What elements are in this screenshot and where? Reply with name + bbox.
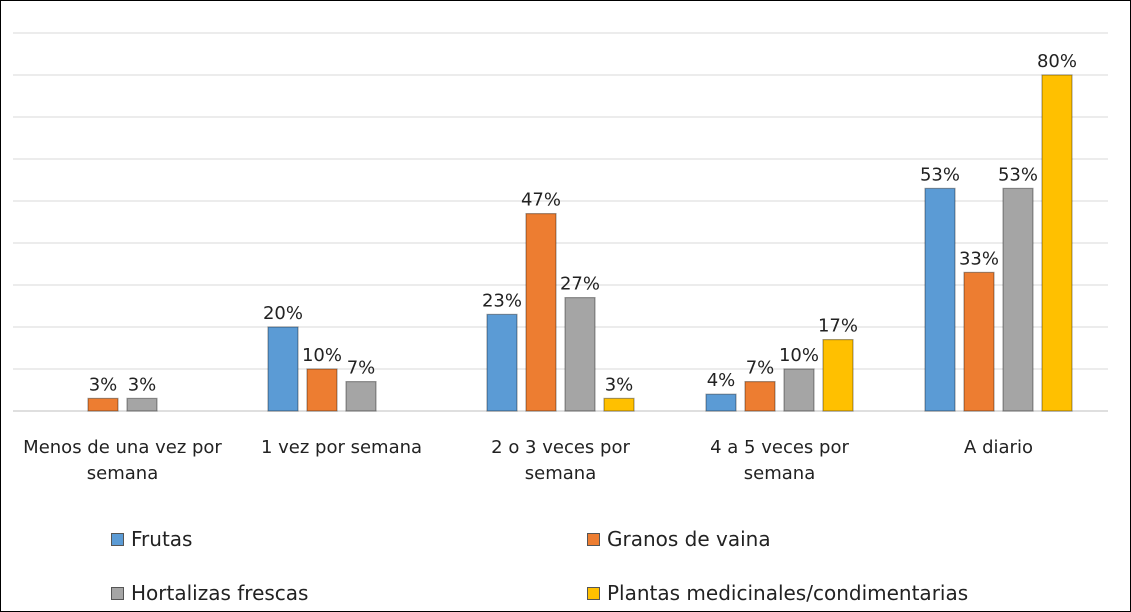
data-label: 3%: [605, 374, 634, 395]
bar: [963, 271, 995, 412]
data-label: 80%: [1037, 51, 1077, 72]
legend-label: Frutas: [131, 527, 193, 551]
x-tick-label: Menos de una vez por semana: [23, 437, 222, 484]
data-label: 47%: [521, 190, 561, 211]
bar: [486, 313, 518, 412]
legend-swatch: [587, 532, 600, 546]
bar: [1002, 187, 1034, 412]
legend-swatch: [587, 586, 600, 600]
data-label: 7%: [746, 358, 775, 379]
bar: [783, 368, 815, 412]
legend-label: Hortalizas frescas: [131, 581, 309, 605]
x-tick-label: 4 a 5 veces por semana: [710, 437, 849, 484]
bar: [126, 397, 158, 412]
x-tick-label: 1 vez por semana: [260, 437, 423, 458]
data-label: 10%: [302, 345, 342, 366]
x-tick-label: 2 o 3 veces por semana: [491, 437, 630, 484]
data-label: 3%: [128, 374, 157, 395]
bar: [564, 297, 596, 412]
data-label: 20%: [263, 303, 303, 324]
data-label: 3%: [89, 374, 118, 395]
bar: [345, 381, 377, 412]
bar: [525, 213, 557, 412]
x-tick-label: A diario: [964, 437, 1033, 458]
data-label: 27%: [560, 274, 600, 295]
bar: [267, 326, 299, 412]
data-label: 53%: [998, 164, 1038, 185]
bar: [87, 397, 119, 412]
legend-label: Plantas medicinales/condimentarias: [607, 581, 969, 605]
legend-label: Granos de vaina: [607, 527, 771, 551]
bar: [705, 393, 737, 412]
bar: [822, 339, 854, 412]
data-label: 7%: [347, 358, 376, 379]
bar: [924, 187, 956, 412]
data-label: 10%: [779, 345, 819, 366]
data-label: 23%: [482, 290, 522, 311]
bar: [744, 381, 776, 412]
legend-item: Plantas medicinales/condimentarias: [587, 581, 968, 605]
legend-item: Granos de vaina: [587, 527, 771, 551]
data-label: 33%: [959, 248, 999, 269]
bar: [603, 397, 635, 412]
legend-swatch: [111, 586, 124, 600]
legend-swatch: [111, 532, 124, 546]
data-label: 17%: [818, 316, 858, 337]
bar: [306, 368, 338, 412]
bar: [1041, 74, 1073, 412]
data-label: 53%: [920, 164, 960, 185]
legend-item: Frutas: [111, 527, 192, 551]
data-label: 4%: [707, 370, 736, 391]
legend-item: Hortalizas frescas: [111, 581, 308, 605]
